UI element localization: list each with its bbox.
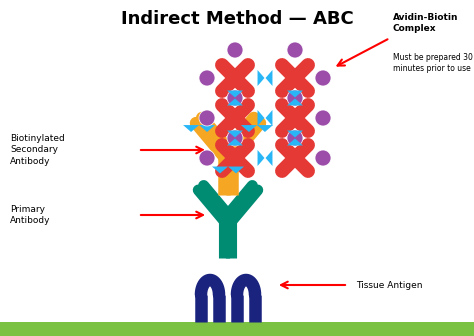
Polygon shape <box>199 125 215 132</box>
Polygon shape <box>287 90 303 97</box>
Bar <box>0 322 474 336</box>
Circle shape <box>287 42 303 58</box>
Circle shape <box>287 90 303 106</box>
Text: Primary
Antibody: Primary Antibody <box>10 205 51 225</box>
Polygon shape <box>183 125 199 132</box>
Circle shape <box>199 70 215 86</box>
Polygon shape <box>257 70 264 86</box>
Polygon shape <box>265 150 273 166</box>
Polygon shape <box>227 98 243 106</box>
Polygon shape <box>212 167 228 173</box>
Circle shape <box>315 70 331 86</box>
Circle shape <box>227 42 243 58</box>
Polygon shape <box>287 131 303 137</box>
Polygon shape <box>228 167 244 173</box>
Polygon shape <box>227 138 243 145</box>
Polygon shape <box>227 90 243 97</box>
Circle shape <box>315 110 331 126</box>
Polygon shape <box>227 131 243 137</box>
Polygon shape <box>265 70 273 86</box>
Circle shape <box>315 150 331 166</box>
Polygon shape <box>265 110 273 126</box>
Polygon shape <box>257 150 264 166</box>
Polygon shape <box>287 138 303 145</box>
Polygon shape <box>257 125 273 132</box>
Text: Avidin-Biotin
Complex: Avidin-Biotin Complex <box>393 13 458 33</box>
Text: Tissue Antigen: Tissue Antigen <box>356 281 422 290</box>
Polygon shape <box>257 110 264 126</box>
Circle shape <box>199 150 215 166</box>
Circle shape <box>227 90 243 106</box>
Polygon shape <box>241 125 257 132</box>
Text: Indirect Method — ABC: Indirect Method — ABC <box>120 10 354 28</box>
Polygon shape <box>287 98 303 106</box>
Circle shape <box>287 130 303 146</box>
Text: Biotinylated
Secondary
Antibody: Biotinylated Secondary Antibody <box>10 134 65 166</box>
Circle shape <box>227 130 243 146</box>
Text: Must be prepared 30
minutes prior to use: Must be prepared 30 minutes prior to use <box>393 53 473 73</box>
Circle shape <box>199 110 215 126</box>
